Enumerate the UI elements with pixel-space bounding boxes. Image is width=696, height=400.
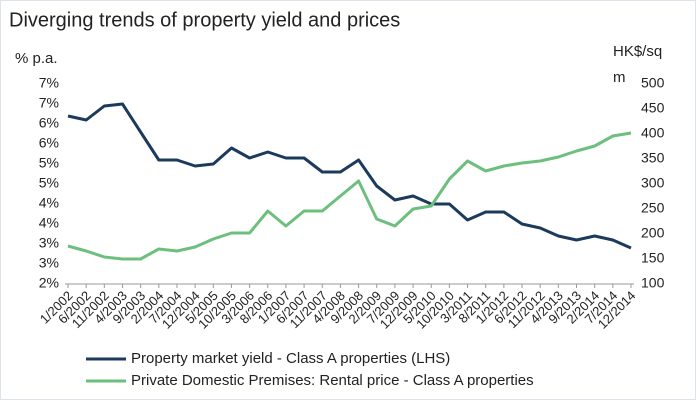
y2-tick-label: 200 bbox=[641, 225, 665, 241]
legend-label: Property market yield - Class A properti… bbox=[131, 350, 450, 367]
y-tick-label: 7% bbox=[39, 95, 59, 111]
legend-label: Private Domestic Premises: Rental price … bbox=[131, 372, 534, 389]
y-tick-label: 4% bbox=[39, 195, 59, 211]
chart-title: Diverging trends of property yield and p… bbox=[9, 9, 400, 31]
y-tick-label: 3% bbox=[39, 235, 59, 251]
y2-axis-label: HK$/sq m bbox=[613, 43, 663, 86]
y-tick-label: 6% bbox=[39, 135, 59, 151]
y2-tick-label: 150 bbox=[641, 250, 665, 266]
y2-tick-label: 300 bbox=[641, 175, 665, 191]
y2-tick-label: 100 bbox=[641, 275, 665, 291]
y2-tick-label: 250 bbox=[641, 200, 665, 216]
y2-tick-label: 400 bbox=[641, 125, 665, 141]
y-tick-label: 5% bbox=[39, 175, 59, 191]
y-tick-label: 5% bbox=[39, 155, 59, 171]
y-tick-label: 6% bbox=[39, 115, 59, 131]
y2-tick-label: 350 bbox=[641, 150, 665, 166]
y-tick-label: 4% bbox=[39, 215, 59, 231]
series-line bbox=[67, 131, 632, 261]
y-tick-label: 7% bbox=[39, 75, 59, 91]
y-tick-label: 2% bbox=[39, 275, 59, 291]
y2-tick-label: 500 bbox=[641, 75, 665, 91]
series-line bbox=[67, 102, 632, 250]
y-axis-label: % p.a. bbox=[15, 50, 58, 67]
y-tick-label: 3% bbox=[39, 255, 59, 271]
y2-tick-label: 450 bbox=[641, 100, 665, 116]
